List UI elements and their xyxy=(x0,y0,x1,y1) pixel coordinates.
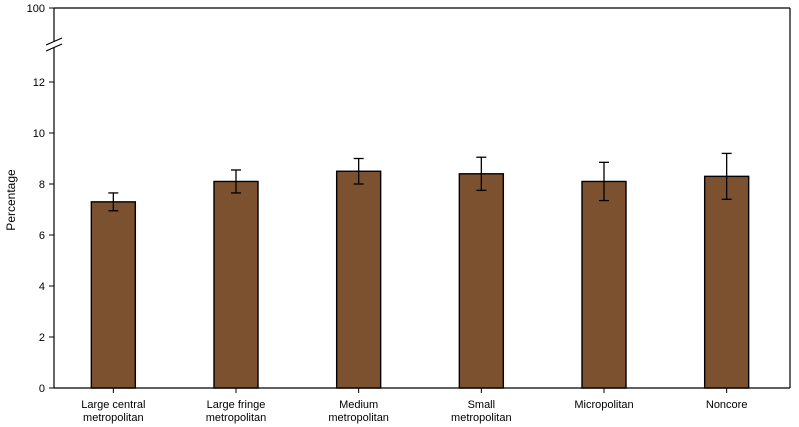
y-tick-label: 100 xyxy=(27,3,45,15)
y-axis-title: Percentage xyxy=(4,169,18,231)
y-tick-label: 6 xyxy=(39,230,45,242)
bar xyxy=(335,170,382,389)
axis-break-mark xyxy=(45,37,63,46)
x-tick-label-line: Micropolitan xyxy=(574,399,633,411)
bar xyxy=(90,201,137,389)
x-tick-label: Noncore xyxy=(706,399,748,411)
x-tick-label: Micropolitan xyxy=(574,399,633,411)
axis-break-mark xyxy=(45,43,63,52)
x-tick-label-line: metropolitan xyxy=(451,412,512,424)
bar xyxy=(213,180,259,389)
x-tick-label-line: Large fringe xyxy=(207,399,266,411)
x-tick-label-line: Small xyxy=(468,399,496,411)
x-tick-label: Large central metropolitan xyxy=(81,399,145,424)
x-tick-label-line: metropolitan xyxy=(83,412,144,424)
x-tick-label: Medium metropolitan xyxy=(328,399,389,424)
x-tick-label-line: metropolitan xyxy=(328,412,389,424)
x-tick-label-line: metropolitan xyxy=(206,412,267,424)
y-tick-label: 10 xyxy=(33,128,45,140)
y-tick-label: 4 xyxy=(39,281,45,293)
bar xyxy=(581,180,627,389)
x-tick-label: Large fringe metropolitan xyxy=(206,399,267,424)
y-tick-label: 12 xyxy=(33,77,45,89)
bar xyxy=(458,173,505,389)
x-tick-label: Small metropolitan xyxy=(451,399,512,424)
x-tick-label-line: Medium xyxy=(339,399,378,411)
x-tick-label-line: Large central xyxy=(81,399,145,411)
y-tick-label: 2 xyxy=(39,332,45,344)
x-tick-label-line: Noncore xyxy=(706,399,748,411)
bar xyxy=(703,175,750,389)
y-tick-label: 0 xyxy=(39,383,45,395)
y-tick-label: 8 xyxy=(39,179,45,191)
